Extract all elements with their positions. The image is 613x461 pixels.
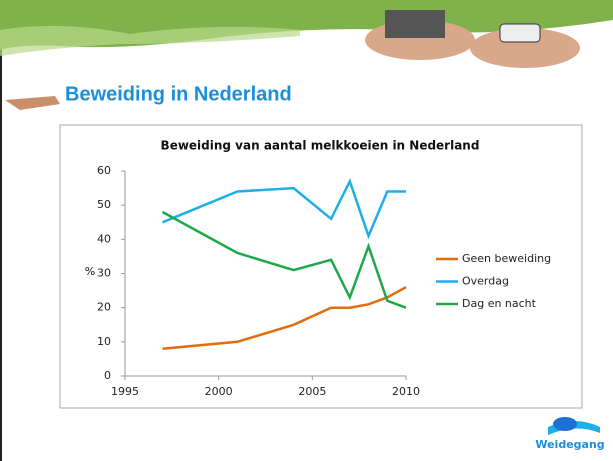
- legend-label: Dag en nacht: [462, 297, 537, 310]
- series-line: [161, 210, 407, 309]
- x-tick-label: 2000: [205, 385, 233, 398]
- series-line: [162, 286, 407, 350]
- legend-label: Overdag: [462, 275, 509, 288]
- x-tick-label: 2005: [298, 385, 326, 398]
- y-tick-label: 0: [104, 369, 111, 382]
- y-tick-label: 40: [97, 232, 111, 245]
- x-tick-label: 1995: [111, 385, 139, 398]
- y-tick-label: 20: [97, 301, 111, 314]
- chart-frame: [59, 124, 583, 409]
- barn-icon: [385, 10, 445, 38]
- logo-text: Weidegang: [535, 438, 604, 451]
- y-tick-label: 60: [97, 164, 111, 177]
- legend-label: Geen beweiding: [462, 252, 551, 265]
- hand-right: [470, 28, 580, 68]
- y-tick-label: 30: [97, 267, 111, 280]
- cow-icon: [499, 23, 541, 43]
- pointing-hand: [5, 96, 60, 110]
- y-axis-label: %: [85, 265, 95, 278]
- y-tick-label: 10: [97, 335, 111, 348]
- slide-title: Beweiding in Nederland: [65, 83, 292, 105]
- series-line: [162, 178, 406, 240]
- x-tick-label: 2010: [392, 385, 420, 398]
- chart-title: Beweiding van aantal melkkoeien in Neder…: [161, 139, 480, 153]
- slide-edge: [0, 0, 2, 461]
- logo-cow: [553, 417, 577, 431]
- y-tick-label: 50: [97, 198, 111, 211]
- grass-highlight: [0, 25, 300, 56]
